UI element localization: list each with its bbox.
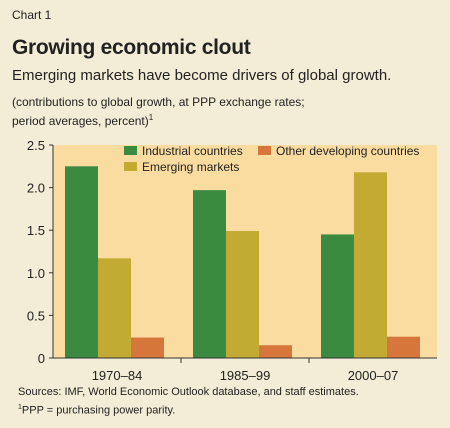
y-tick-label: 2.5 xyxy=(27,138,45,153)
note-line-1: (contributions to global growth, at PPP … xyxy=(12,95,305,109)
legend-label: Emerging markets xyxy=(142,160,239,174)
bar-industrial-countries xyxy=(193,190,226,358)
x-tick-label: 1985–99 xyxy=(220,368,271,383)
legend-swatch xyxy=(124,146,137,155)
chart-title: Growing economic clout xyxy=(12,36,251,59)
x-tick-label: 2000–07 xyxy=(348,368,399,383)
sources-block: Sources: IMF, World Economic Outlook dat… xyxy=(18,385,359,419)
legend-label: Other developing countries xyxy=(276,144,419,158)
legend-label: Industrial countries xyxy=(142,144,243,158)
y-tick-label: 1.5 xyxy=(27,223,45,238)
note-marker: 1 xyxy=(148,113,154,122)
bar-industrial-countries xyxy=(65,166,98,358)
note-line-2: period averages, percent) xyxy=(12,114,149,128)
legend-swatch xyxy=(258,146,271,155)
chart-label: Chart 1 xyxy=(12,8,52,22)
legend-swatch xyxy=(124,162,137,171)
bar-industrial-countries xyxy=(321,234,354,358)
bar-other-developing-countries xyxy=(387,336,420,358)
footnote-marker: 1 xyxy=(18,404,22,411)
chart-note: (contributions to global growth, at PPP … xyxy=(12,94,432,129)
sources-text: Sources: IMF, World Economic Outlook dat… xyxy=(18,386,359,398)
bar-emerging-markets xyxy=(354,172,387,358)
y-tick-label: 2.0 xyxy=(27,181,45,196)
footnote-text: PPP = purchasing power parity. xyxy=(21,404,176,417)
y-tick-label: 0 xyxy=(38,351,45,366)
bar-emerging-markets xyxy=(226,231,259,358)
y-tick-label: 1.0 xyxy=(27,266,45,281)
chart-subtitle: Emerging markets have become drivers of … xyxy=(12,67,392,84)
bar-other-developing-countries xyxy=(131,337,164,358)
y-tick-label: 0.5 xyxy=(27,308,45,323)
bar-emerging-markets xyxy=(98,258,131,358)
bar-other-developing-countries xyxy=(259,345,292,358)
x-tick-label: 1970–84 xyxy=(92,368,143,383)
